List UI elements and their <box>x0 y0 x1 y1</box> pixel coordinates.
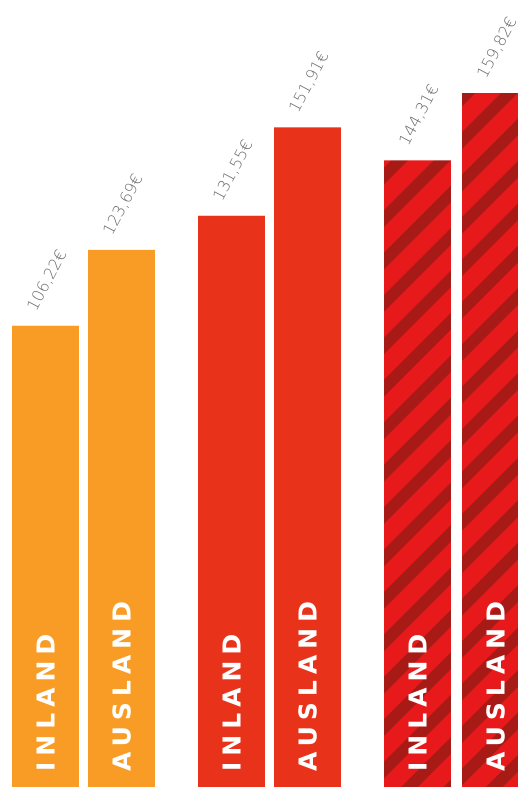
category-label-5: AUSLAND <box>482 595 511 771</box>
category-label-2: INLAND <box>218 628 247 771</box>
value-label-0: 106,22€ <box>23 246 71 313</box>
bar-inland-2 <box>198 215 265 787</box>
value-label-3: 151,91€ <box>285 48 333 115</box>
category-label-4: INLAND <box>404 628 433 771</box>
category-label-0: INLAND <box>32 628 61 771</box>
bar-ausland-5 <box>462 93 518 787</box>
bar-inland-4 <box>384 160 451 787</box>
bar-ausland-1 <box>88 249 155 787</box>
category-label-3: AUSLAND <box>294 595 323 771</box>
category-label-1: AUSLAND <box>108 595 137 771</box>
value-label-4: 144,31€ <box>395 81 443 148</box>
bar-inland-0 <box>12 325 79 787</box>
value-label-1: 123,69€ <box>99 170 147 237</box>
value-label-5: 159,82€ <box>473 14 518 81</box>
value-label-2: 131,55€ <box>209 136 257 203</box>
bar-ausland-3 <box>274 127 341 787</box>
